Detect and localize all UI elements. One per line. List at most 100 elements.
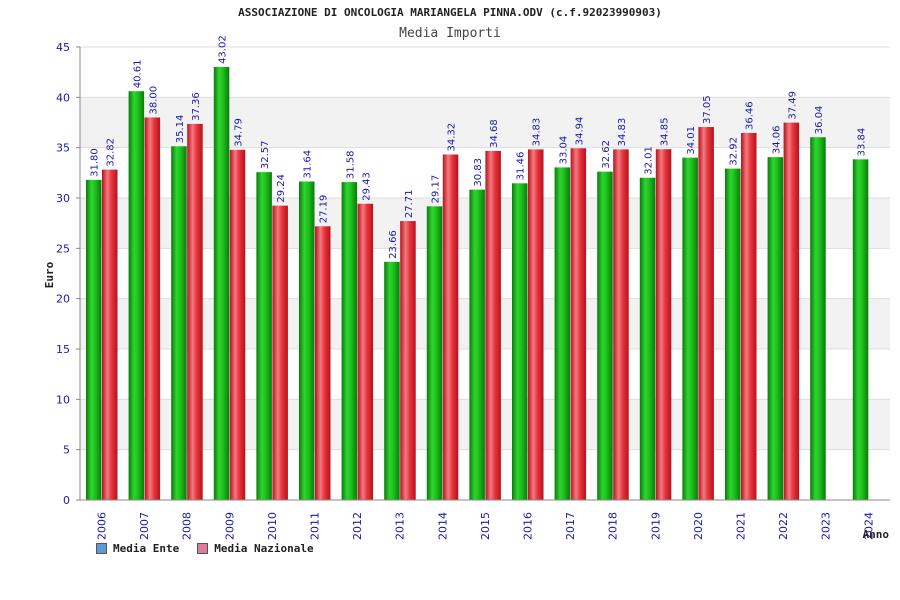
bar-media-ente-2019	[639, 177, 656, 501]
legend-label-media-ente: Media Ente	[113, 542, 180, 555]
legend-swatch-media-nazionale	[197, 543, 209, 554]
data-label-media-nazionale-2022: 37.49	[787, 91, 798, 120]
data-label-media-nazionale-2012: 29.43	[361, 172, 372, 201]
data-label-media-ente-2017: 33.04	[558, 136, 569, 165]
y-tick-label: 10	[56, 393, 70, 406]
bar-media-nazionale-2015	[485, 150, 501, 500]
data-label-media-nazionale-2008: 37.36	[191, 92, 202, 121]
bar-media-nazionale-2006	[102, 169, 118, 500]
bar-media-ente-2008	[171, 146, 187, 501]
bar-labels: 31.80 32.82 40.61 38.00 35.14 37.36 43.02 34.79…	[90, 35, 868, 259]
legend-label-media-nazionale: Media Nazionale	[214, 542, 314, 555]
data-label-media-nazionale-2016: 34.83	[532, 118, 543, 147]
legend-swatch-media-ente	[96, 543, 107, 554]
y-axis-ticks: 0 5 10 15 20 25 30 35 40 45	[56, 41, 70, 507]
bar-media-nazionale-2013	[400, 221, 416, 500]
data-label-media-ente-2008: 35.14	[175, 115, 186, 144]
x-tick-label-2015: 2015	[479, 512, 492, 540]
y-tick-label: 25	[56, 242, 70, 255]
x-tick-label-2009: 2009	[223, 512, 236, 540]
y-tick-label: 0	[63, 494, 70, 507]
data-label-media-nazionale-2006: 32.82	[106, 138, 117, 167]
chart-title: ASSOCIAZIONE DI ONCOLOGIA MARIANGELA PIN…	[238, 6, 662, 19]
chart-subtitle: Media Importi	[399, 26, 501, 41]
x-tick-label-2013: 2013	[394, 512, 407, 540]
bar-media-ente-2010	[256, 172, 272, 500]
bar-media-ente-2021	[725, 168, 741, 500]
x-tick-label-2019: 2019	[649, 512, 662, 540]
legend-item-media-nazionale: Media Nazionale	[197, 542, 314, 555]
x-tick-label-2018: 2018	[607, 512, 620, 540]
legend: Media Ente Media Nazionale	[96, 542, 314, 555]
bar-media-ente-2020	[682, 157, 698, 500]
data-label-media-ente-2012: 31.58	[345, 150, 356, 179]
data-label-media-ente-2019: 32.01	[644, 146, 655, 175]
x-tick-label-2008: 2008	[181, 512, 194, 540]
data-label-media-ente-2021: 32.92	[729, 137, 740, 166]
bar-media-nazionale-2009	[229, 149, 246, 500]
bar-media-ente-2011	[299, 181, 315, 500]
x-tick-label-2021: 2021	[735, 512, 748, 540]
data-label-media-nazionale-2011: 27.19	[319, 195, 330, 224]
bar-media-ente-2017	[554, 167, 571, 500]
bar-media-ente-2013	[384, 261, 400, 500]
x-tick-label-2014: 2014	[436, 512, 449, 540]
data-label-media-ente-2013: 23.66	[388, 230, 399, 259]
data-label-media-nazionale-2020: 37.05	[702, 95, 713, 124]
bar-media-nazionale-2011	[315, 226, 331, 500]
data-label-media-nazionale-2021: 36.46	[745, 101, 756, 130]
data-label-media-ente-2011: 31.64	[303, 150, 314, 179]
bar-media-nazionale-2014	[442, 154, 459, 500]
data-label-media-ente-2020: 34.01	[686, 126, 697, 155]
bar-media-nazionale-2022	[783, 122, 800, 500]
x-tick-label-2017: 2017	[564, 512, 577, 540]
data-label-media-nazionale-2009: 34.79	[234, 118, 245, 147]
bar-media-nazionale-2018	[613, 149, 629, 501]
data-label-media-ente-2014: 29.17	[431, 175, 442, 204]
y-tick-label: 45	[56, 41, 70, 54]
bar-media-nazionale-2008	[187, 123, 203, 500]
bar-media-ente-2015	[469, 189, 485, 501]
y-tick-label: 35	[56, 142, 70, 155]
data-label-media-ente-2006: 31.80	[90, 148, 101, 177]
bar-media-ente-2009	[213, 66, 230, 500]
data-label-media-ente-2016: 31.46	[516, 152, 527, 181]
x-tick-label-2011: 2011	[309, 512, 322, 540]
data-label-media-nazionale-2018: 34.83	[617, 118, 628, 147]
x-tick-label-2023: 2023	[820, 512, 833, 540]
data-label-media-nazionale-2017: 34.94	[574, 117, 585, 146]
bar-media-ente-2023	[810, 137, 826, 500]
y-axis-title: Euro	[43, 261, 56, 288]
data-label-media-ente-2023: 36.04	[814, 106, 825, 135]
data-label-media-ente-2024: 33.84	[857, 128, 868, 157]
data-label-media-ente-2009: 43.02	[218, 35, 229, 64]
y-tick-label: 20	[56, 293, 70, 306]
x-axis-ticks: 2006 2007 2008 2009 2010 2011 2012 2013 2014 2015…	[96, 512, 876, 540]
bar-media-nazionale-2010	[272, 205, 288, 500]
data-label-media-ente-2018: 32.62	[601, 140, 612, 169]
data-label-media-ente-2007: 40.61	[132, 60, 143, 89]
x-tick-label-2010: 2010	[266, 512, 279, 540]
data-label-media-nazionale-2007: 38.00	[148, 86, 159, 115]
x-tick-label-2006: 2006	[96, 512, 109, 540]
data-label-media-nazionale-2019: 34.85	[660, 118, 671, 147]
x-tick-label-2022: 2022	[777, 512, 790, 540]
bar-media-ente-2024	[852, 159, 869, 500]
legend-item-media-ente: Media Ente	[96, 542, 179, 555]
data-label-media-nazionale-2013: 27.71	[404, 189, 415, 218]
y-tick-label: 30	[56, 192, 70, 205]
x-tick-label-2007: 2007	[138, 512, 151, 540]
bar-media-nazionale-2021	[741, 132, 757, 500]
y-tick-label: 15	[56, 343, 70, 356]
data-label-media-ente-2022: 34.06	[771, 125, 782, 154]
bar-media-ente-2007	[128, 91, 145, 501]
x-tick-label-2024: 2024	[862, 512, 875, 540]
bar-media-nazionale-2016	[528, 149, 544, 501]
bar-media-nazionale-2007	[144, 117, 161, 500]
y-tick-label: 40	[56, 91, 70, 104]
x-axis-title: Anno	[863, 528, 890, 541]
data-label-media-ente-2010: 32.57	[260, 140, 271, 169]
bar-media-nazionale-2012	[357, 203, 374, 500]
bars	[86, 66, 869, 501]
